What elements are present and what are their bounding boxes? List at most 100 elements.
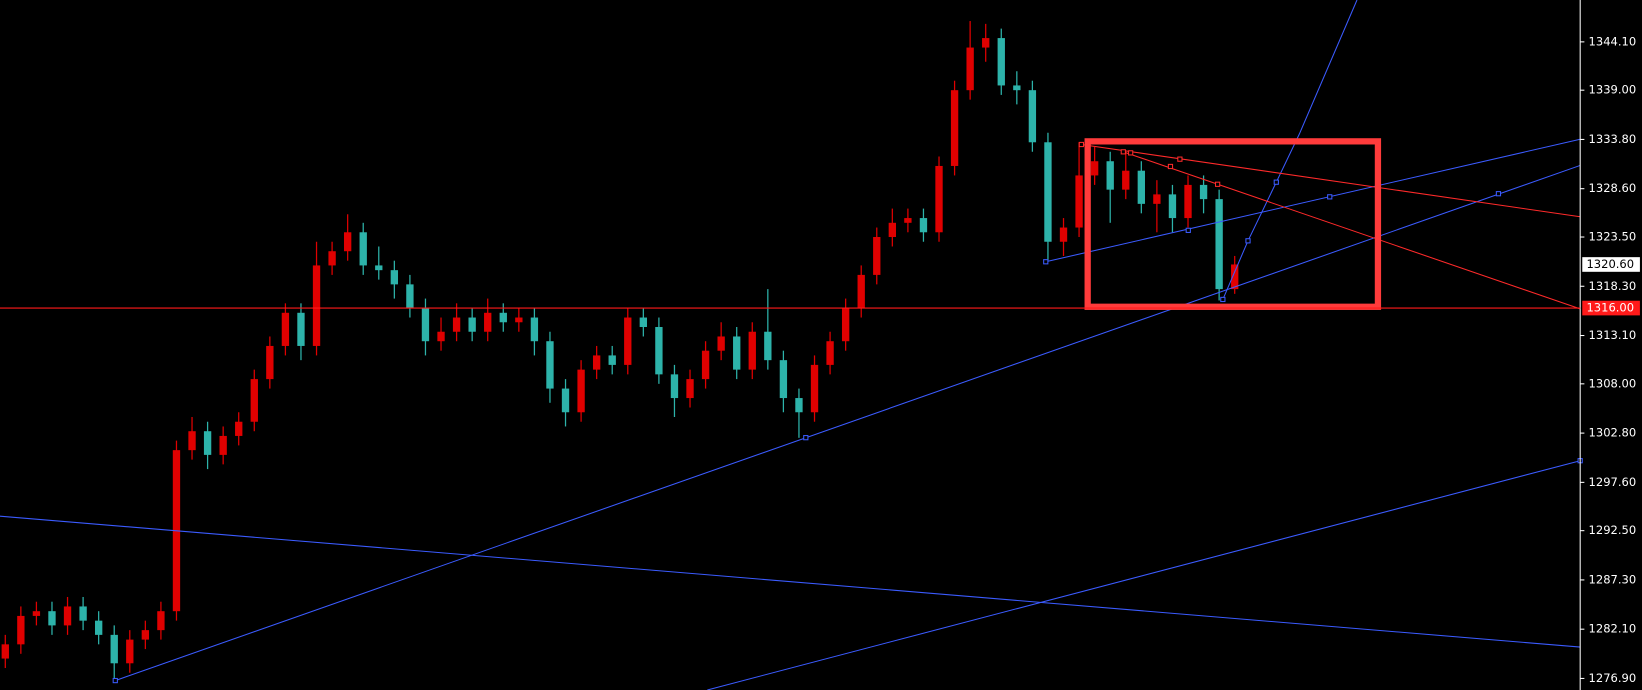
y-tick-label: 1287.30 xyxy=(1589,572,1637,586)
anchor xyxy=(1185,227,1191,233)
anchor xyxy=(1167,163,1174,170)
candle-body xyxy=(94,620,103,635)
anchor xyxy=(112,677,118,684)
candle-body xyxy=(950,90,959,166)
candle-body xyxy=(841,308,850,342)
candle-body xyxy=(997,38,1005,86)
candle-body xyxy=(686,379,694,399)
candle-body xyxy=(655,327,663,375)
anchor xyxy=(1120,149,1126,155)
candle-body xyxy=(561,388,570,413)
price-line-box xyxy=(1582,300,1640,316)
trendline xyxy=(1123,151,1581,310)
candle-body xyxy=(701,350,710,380)
y-tick-label: 1333.80 xyxy=(1589,132,1637,146)
candle-body xyxy=(795,398,803,413)
candle-body xyxy=(982,38,990,48)
candle-body xyxy=(110,634,118,664)
y-tick-label: 1297.60 xyxy=(1589,475,1637,489)
candle-body xyxy=(1184,184,1192,219)
candle-body xyxy=(1168,194,1177,219)
y-tick-label: 1339.00 xyxy=(1589,83,1637,97)
candle-body xyxy=(250,379,258,422)
candle-body xyxy=(748,331,756,370)
anchor xyxy=(1245,238,1251,244)
candle-body xyxy=(266,345,274,380)
candle-body xyxy=(48,611,56,626)
current-price-label: 1320.60 xyxy=(1586,257,1634,271)
candle-body xyxy=(32,611,41,616)
anchor xyxy=(1220,296,1226,303)
candle-body xyxy=(1137,170,1145,204)
candle-body xyxy=(546,341,554,389)
candle-body xyxy=(857,274,865,309)
candle-body xyxy=(188,431,196,451)
candle-body xyxy=(1013,85,1021,91)
red-trendlines xyxy=(1078,138,1581,310)
y-tick-label: 1323.50 xyxy=(1589,230,1637,244)
candle-body xyxy=(1028,90,1037,143)
candle-body xyxy=(779,360,788,399)
candle-body xyxy=(17,615,25,645)
candle-body xyxy=(1153,194,1161,204)
candle-body xyxy=(468,317,476,332)
candle-body xyxy=(624,317,632,365)
candle-body xyxy=(63,606,72,626)
highlight-box xyxy=(1084,138,1382,310)
candle-body xyxy=(592,355,601,370)
anchor xyxy=(1273,179,1279,185)
candle-body xyxy=(764,331,772,361)
candle-body xyxy=(1090,161,1099,176)
anchor xyxy=(1043,259,1049,265)
anchor xyxy=(1078,141,1085,148)
candle-body xyxy=(810,364,819,413)
y-tick-label: 1313.10 xyxy=(1589,328,1637,342)
candle-body xyxy=(717,336,725,351)
y-tick-label: 1328.60 xyxy=(1589,181,1637,195)
candle-body xyxy=(1215,199,1223,290)
candle-body xyxy=(219,435,227,455)
y-tick-label: 1276.90 xyxy=(1589,671,1637,685)
candle-body xyxy=(873,237,881,275)
candle-body xyxy=(670,374,679,399)
candle-body xyxy=(343,232,352,252)
anchor-points xyxy=(1078,141,1221,187)
candle-body xyxy=(141,630,150,640)
price-axis: 1344.10 1339.00 1333.80 1328.60 1323.50 1318.… xyxy=(1579,0,1640,690)
candle-body xyxy=(577,369,585,413)
trendline xyxy=(707,460,1581,690)
candle-body xyxy=(530,317,539,342)
candle-body xyxy=(312,265,321,346)
candle-body xyxy=(1231,264,1239,290)
candle-body xyxy=(608,355,616,365)
candle-body xyxy=(935,165,943,233)
trendline xyxy=(115,164,1581,682)
candle-body xyxy=(966,47,974,91)
candle-body xyxy=(1199,184,1208,200)
candle-body xyxy=(390,270,399,285)
trendlines xyxy=(0,0,1583,690)
trendline xyxy=(1081,143,1581,218)
candle-body xyxy=(126,639,134,664)
candle-body xyxy=(203,431,212,455)
candle-body xyxy=(328,251,336,266)
candle-body xyxy=(421,308,430,342)
candle-body xyxy=(733,336,741,370)
candle-body xyxy=(297,312,305,346)
candle-body xyxy=(1075,175,1083,228)
candle-body xyxy=(826,341,834,365)
candle-body xyxy=(484,312,492,332)
candle-body xyxy=(1122,170,1130,190)
trendline xyxy=(1045,138,1581,263)
candle-body xyxy=(452,317,461,332)
candle-body xyxy=(235,421,243,436)
anchor xyxy=(1128,150,1134,156)
y-tick-label: 1292.50 xyxy=(1589,523,1637,537)
y-tick-label: 1282.10 xyxy=(1589,622,1637,636)
candle-body xyxy=(1,644,9,659)
candle-body xyxy=(359,232,367,266)
candle-body xyxy=(639,317,648,328)
